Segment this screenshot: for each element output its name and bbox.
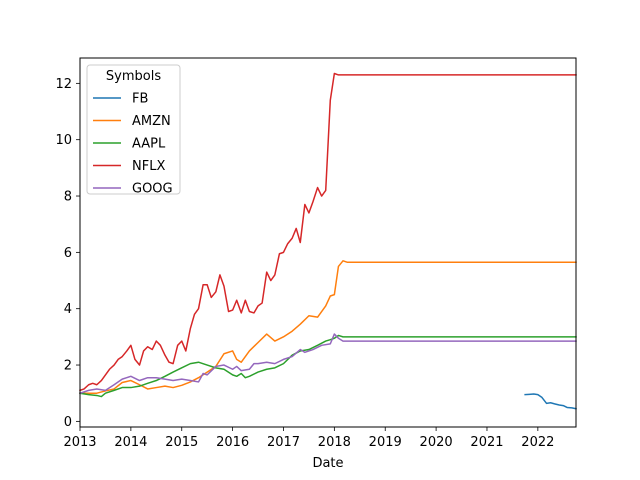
x-tick-label: 2014: [114, 435, 147, 450]
x-tick-label: 2020: [420, 435, 453, 450]
legend-label-aapl: AAPL: [132, 137, 166, 152]
legend-label-goog: GOOG: [132, 182, 173, 197]
series-lines: [79, 72, 577, 410]
legend-entries: FB AMZN AAPL NFLX GOOG: [93, 92, 173, 197]
x-axis: 2013 2014 2015 2016 2017 2018 2019 2020 2021 2022: [63, 427, 554, 450]
x-tick-label: 2019: [369, 435, 402, 450]
y-tick-label: 0: [64, 415, 72, 430]
y-tick-label: 2: [64, 359, 72, 374]
x-tick-label: 2017: [267, 435, 300, 450]
x-tick-label: 2016: [216, 435, 249, 450]
y-axis: 0 2 4 6 8 10 12: [55, 77, 80, 430]
y-tick-label: 12: [55, 77, 72, 92]
x-tick-label: 2018: [318, 435, 351, 450]
y-tick-label: 6: [64, 246, 72, 261]
legend-label-amzn: AMZN: [132, 114, 171, 129]
y-tick-label: 10: [55, 133, 72, 148]
x-tick-label: 2022: [521, 435, 554, 450]
legend-frame: [86, 64, 181, 195]
axes-frame: [79, 57, 577, 428]
legend-label-fb: FB: [132, 92, 148, 107]
legend: Symbols FB AMZN AAPL NFLX GOOG: [86, 64, 181, 197]
series-line-fb: [524, 393, 577, 410]
series-line-aapl: [79, 334, 577, 398]
y-tick-label: 4: [64, 302, 72, 317]
series-line-amzn: [79, 260, 577, 394]
plot-area: [79, 57, 577, 428]
x-tick-label: 2021: [470, 435, 503, 450]
x-axis-label: Date: [312, 456, 343, 471]
legend-title: Symbols: [106, 69, 161, 84]
y-tick-label: 8: [64, 190, 72, 205]
series-line-goog: [79, 333, 577, 395]
x-tick-label: 2015: [165, 435, 198, 450]
series-line-nflx: [79, 72, 577, 392]
legend-label-nflx: NFLX: [132, 159, 165, 174]
x-tick-label: 2013: [63, 435, 96, 450]
